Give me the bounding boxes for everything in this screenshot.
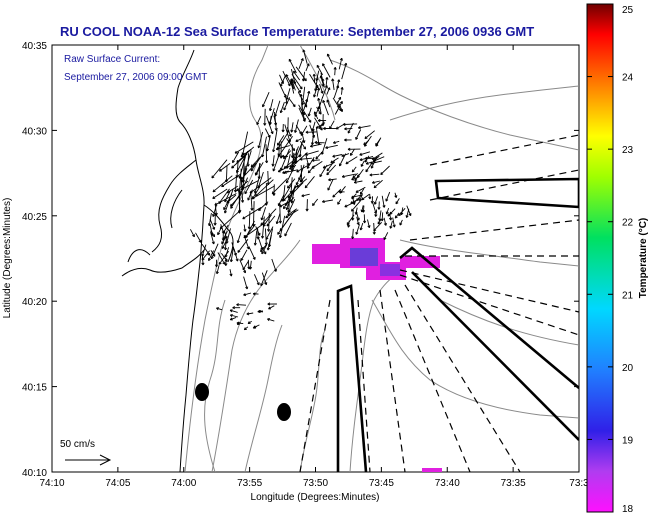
- x-tick-label: 73:40: [435, 478, 460, 489]
- x-tick-label: 73:55: [237, 478, 262, 489]
- buoy-markers: [195, 383, 291, 421]
- bathymetry-contours: [184, 45, 579, 472]
- colorbar-label: Temperature (°C): [638, 218, 649, 299]
- buoy-marker: [277, 403, 291, 421]
- x-axis: 74:10 74:05 74:00 73:55 73:50 73:45 73:40 73:35…: [39, 45, 589, 489]
- x-tick-label: 73:35: [501, 478, 526, 489]
- map-title: RU COOL NOAA-12 Sea Surface Temperature:…: [60, 24, 534, 39]
- x-tick-label: 74:00: [171, 478, 196, 489]
- colorbar-scale: [586, 3, 614, 513]
- y-tick-label: 40:30: [22, 126, 47, 137]
- x-tick-label: 74:10: [39, 478, 64, 489]
- scale-label: 50 cm/s: [60, 439, 95, 450]
- sst-patch: [312, 238, 442, 472]
- y-tick-label: 40:35: [22, 41, 47, 52]
- x-tick-label: 73:50: [303, 478, 328, 489]
- colorbar-tick-label: 22: [622, 218, 634, 229]
- radial-sectors: [299, 134, 579, 472]
- colorbar-tick-label: 20: [622, 363, 634, 374]
- x-tick-label: 73:45: [369, 478, 394, 489]
- overlay-timestamp: September 27, 2006 09:00 GMT: [64, 72, 207, 83]
- colorbar-tick-label: 23: [622, 145, 634, 156]
- y-tick-label: 40:25: [22, 212, 47, 223]
- shipping-lanes: [336, 177, 579, 472]
- colorbar-tick-label: 25: [622, 5, 634, 16]
- y-axis-label: Latitude (Degrees:Minutes): [2, 198, 13, 319]
- y-tick-label: 40:20: [22, 297, 47, 308]
- colorbar: 25 24 23 22 21 20 19 18 Temperature (°C): [586, 3, 649, 515]
- y-tick-label: 40:15: [22, 383, 47, 394]
- x-tick-label: 74:05: [105, 478, 130, 489]
- colorbar-tick-label: 24: [622, 73, 634, 84]
- overlay-label: Raw Surface Current:: [64, 54, 160, 65]
- y-axis: 40:35 40:30 40:25 40:20 40:15 40:10: [22, 41, 579, 479]
- y-tick-label: 40:10: [22, 468, 47, 479]
- colorbar-tick-label: 19: [622, 435, 634, 446]
- colorbar-tick-label: 18: [622, 504, 634, 515]
- colorbar-tick-label: 21: [622, 290, 634, 301]
- surface-current-vectors: [190, 49, 412, 331]
- scale-arrow: [65, 454, 112, 466]
- map-panel: Raw Surface Current: September 27, 2006 …: [51, 44, 580, 473]
- buoy-marker: [195, 383, 209, 401]
- x-axis-label: Longitude (Degrees:Minutes): [251, 492, 380, 503]
- x-tick-label: 73:3: [569, 478, 589, 489]
